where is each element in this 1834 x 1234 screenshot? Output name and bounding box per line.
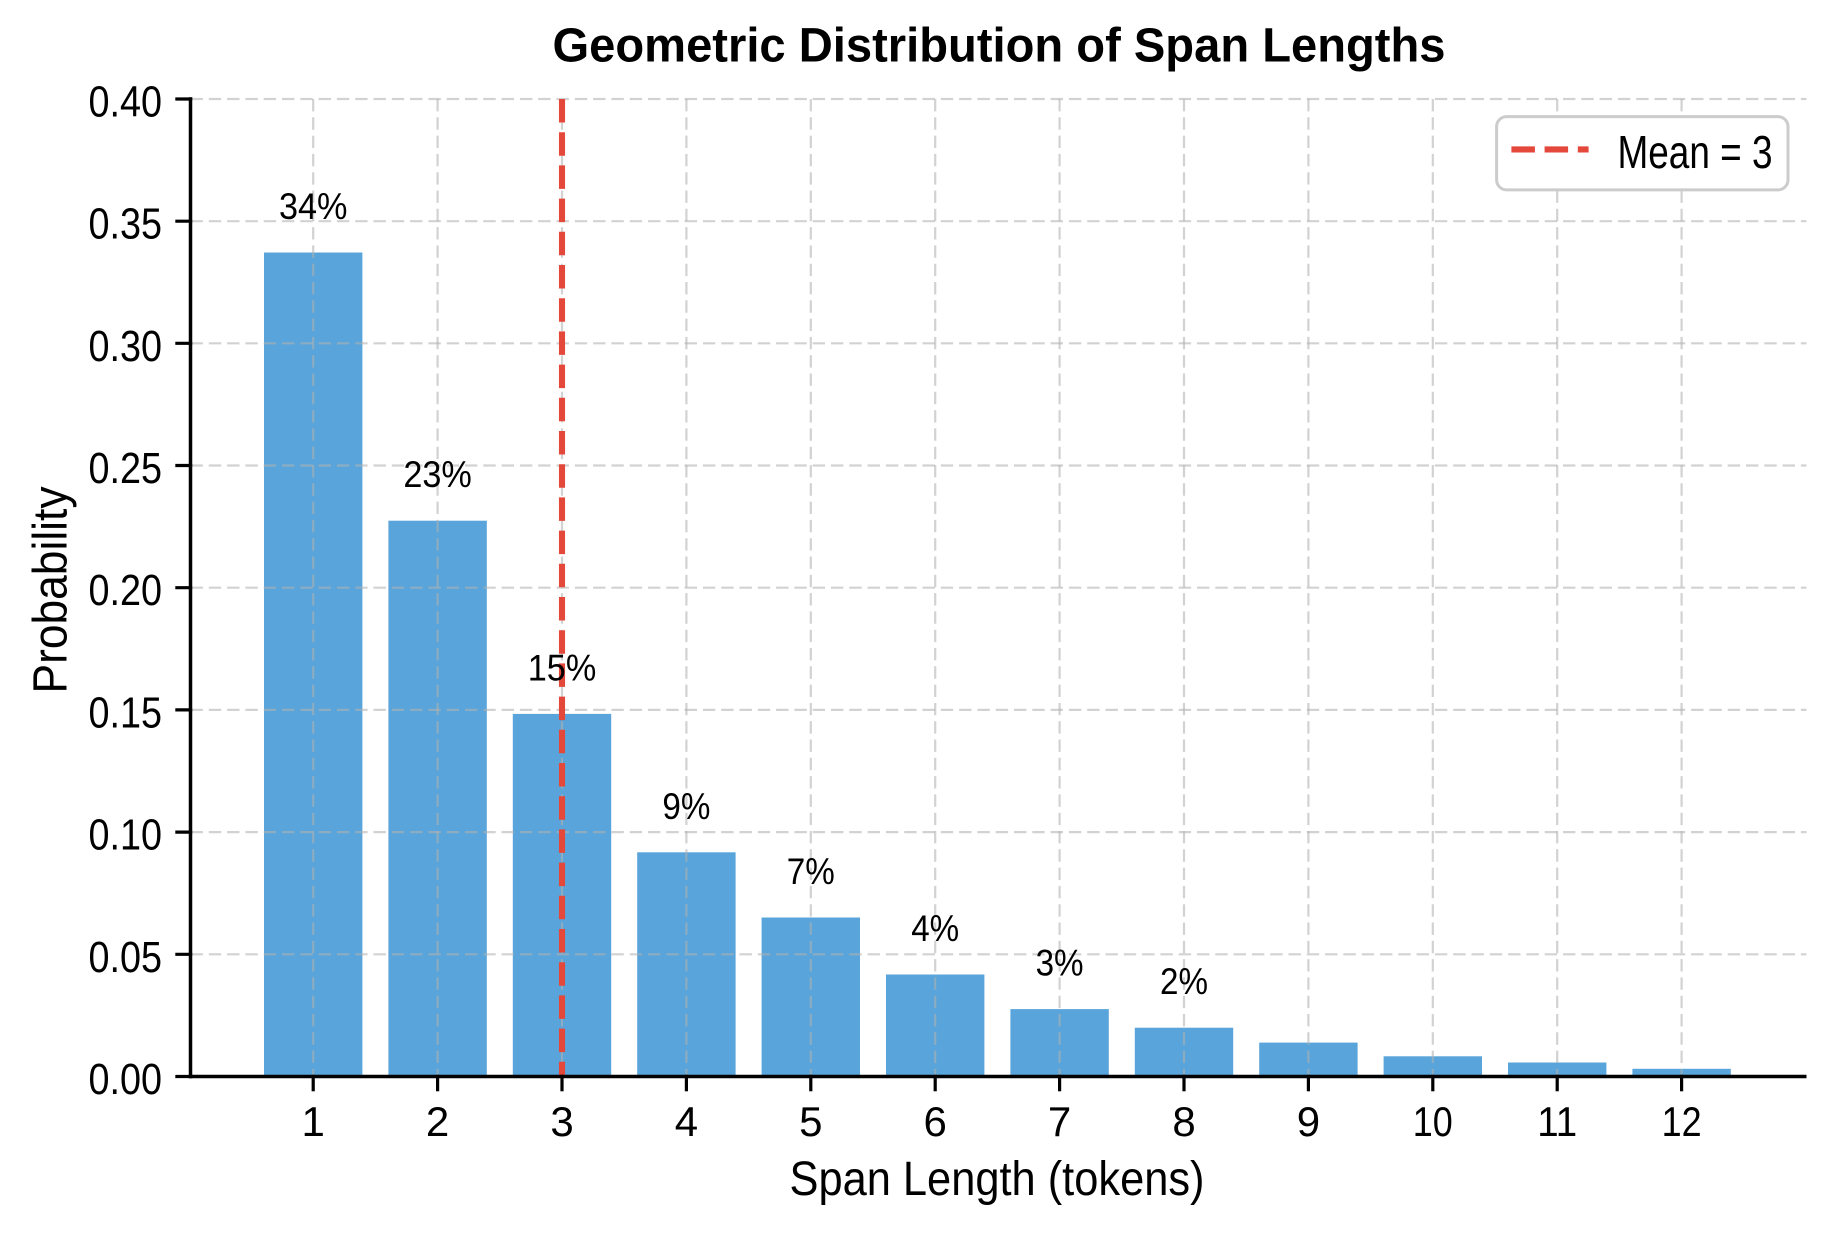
- svg-text:9%: 9%: [662, 786, 710, 827]
- svg-text:0.15: 0.15: [89, 688, 163, 737]
- svg-text:3%: 3%: [1036, 943, 1084, 984]
- svg-text:11: 11: [1537, 1098, 1577, 1145]
- svg-text:Probability: Probability: [25, 487, 78, 694]
- svg-text:8: 8: [1172, 1098, 1195, 1145]
- svg-text:2: 2: [426, 1098, 449, 1145]
- svg-text:10: 10: [1413, 1098, 1453, 1145]
- svg-text:5: 5: [799, 1098, 822, 1145]
- svg-text:0.00: 0.00: [89, 1055, 163, 1104]
- svg-text:9: 9: [1297, 1098, 1320, 1145]
- svg-text:12: 12: [1662, 1098, 1702, 1145]
- svg-text:7: 7: [1048, 1098, 1071, 1145]
- svg-text:4%: 4%: [911, 908, 959, 949]
- svg-text:Mean = 3: Mean = 3: [1618, 126, 1773, 178]
- svg-text:2%: 2%: [1160, 961, 1208, 1002]
- svg-text:1: 1: [302, 1098, 325, 1145]
- svg-text:0.25: 0.25: [89, 444, 163, 493]
- svg-text:0.30: 0.30: [89, 322, 163, 371]
- svg-text:0.20: 0.20: [89, 566, 163, 615]
- svg-text:15%: 15%: [528, 647, 597, 688]
- svg-text:34%: 34%: [279, 186, 348, 227]
- svg-text:Geometric Distribution of Span: Geometric Distribution of Span Lengths: [553, 20, 1446, 73]
- svg-text:0.10: 0.10: [89, 811, 163, 860]
- svg-text:6: 6: [924, 1098, 947, 1145]
- svg-text:Span Length (tokens): Span Length (tokens): [790, 1153, 1205, 1206]
- svg-text:4: 4: [675, 1098, 698, 1145]
- svg-text:0.05: 0.05: [89, 933, 163, 982]
- svg-text:23%: 23%: [403, 454, 472, 495]
- svg-text:3: 3: [550, 1098, 573, 1145]
- svg-text:0.40: 0.40: [89, 78, 163, 127]
- svg-text:7%: 7%: [787, 851, 835, 892]
- svg-text:0.35: 0.35: [89, 200, 163, 249]
